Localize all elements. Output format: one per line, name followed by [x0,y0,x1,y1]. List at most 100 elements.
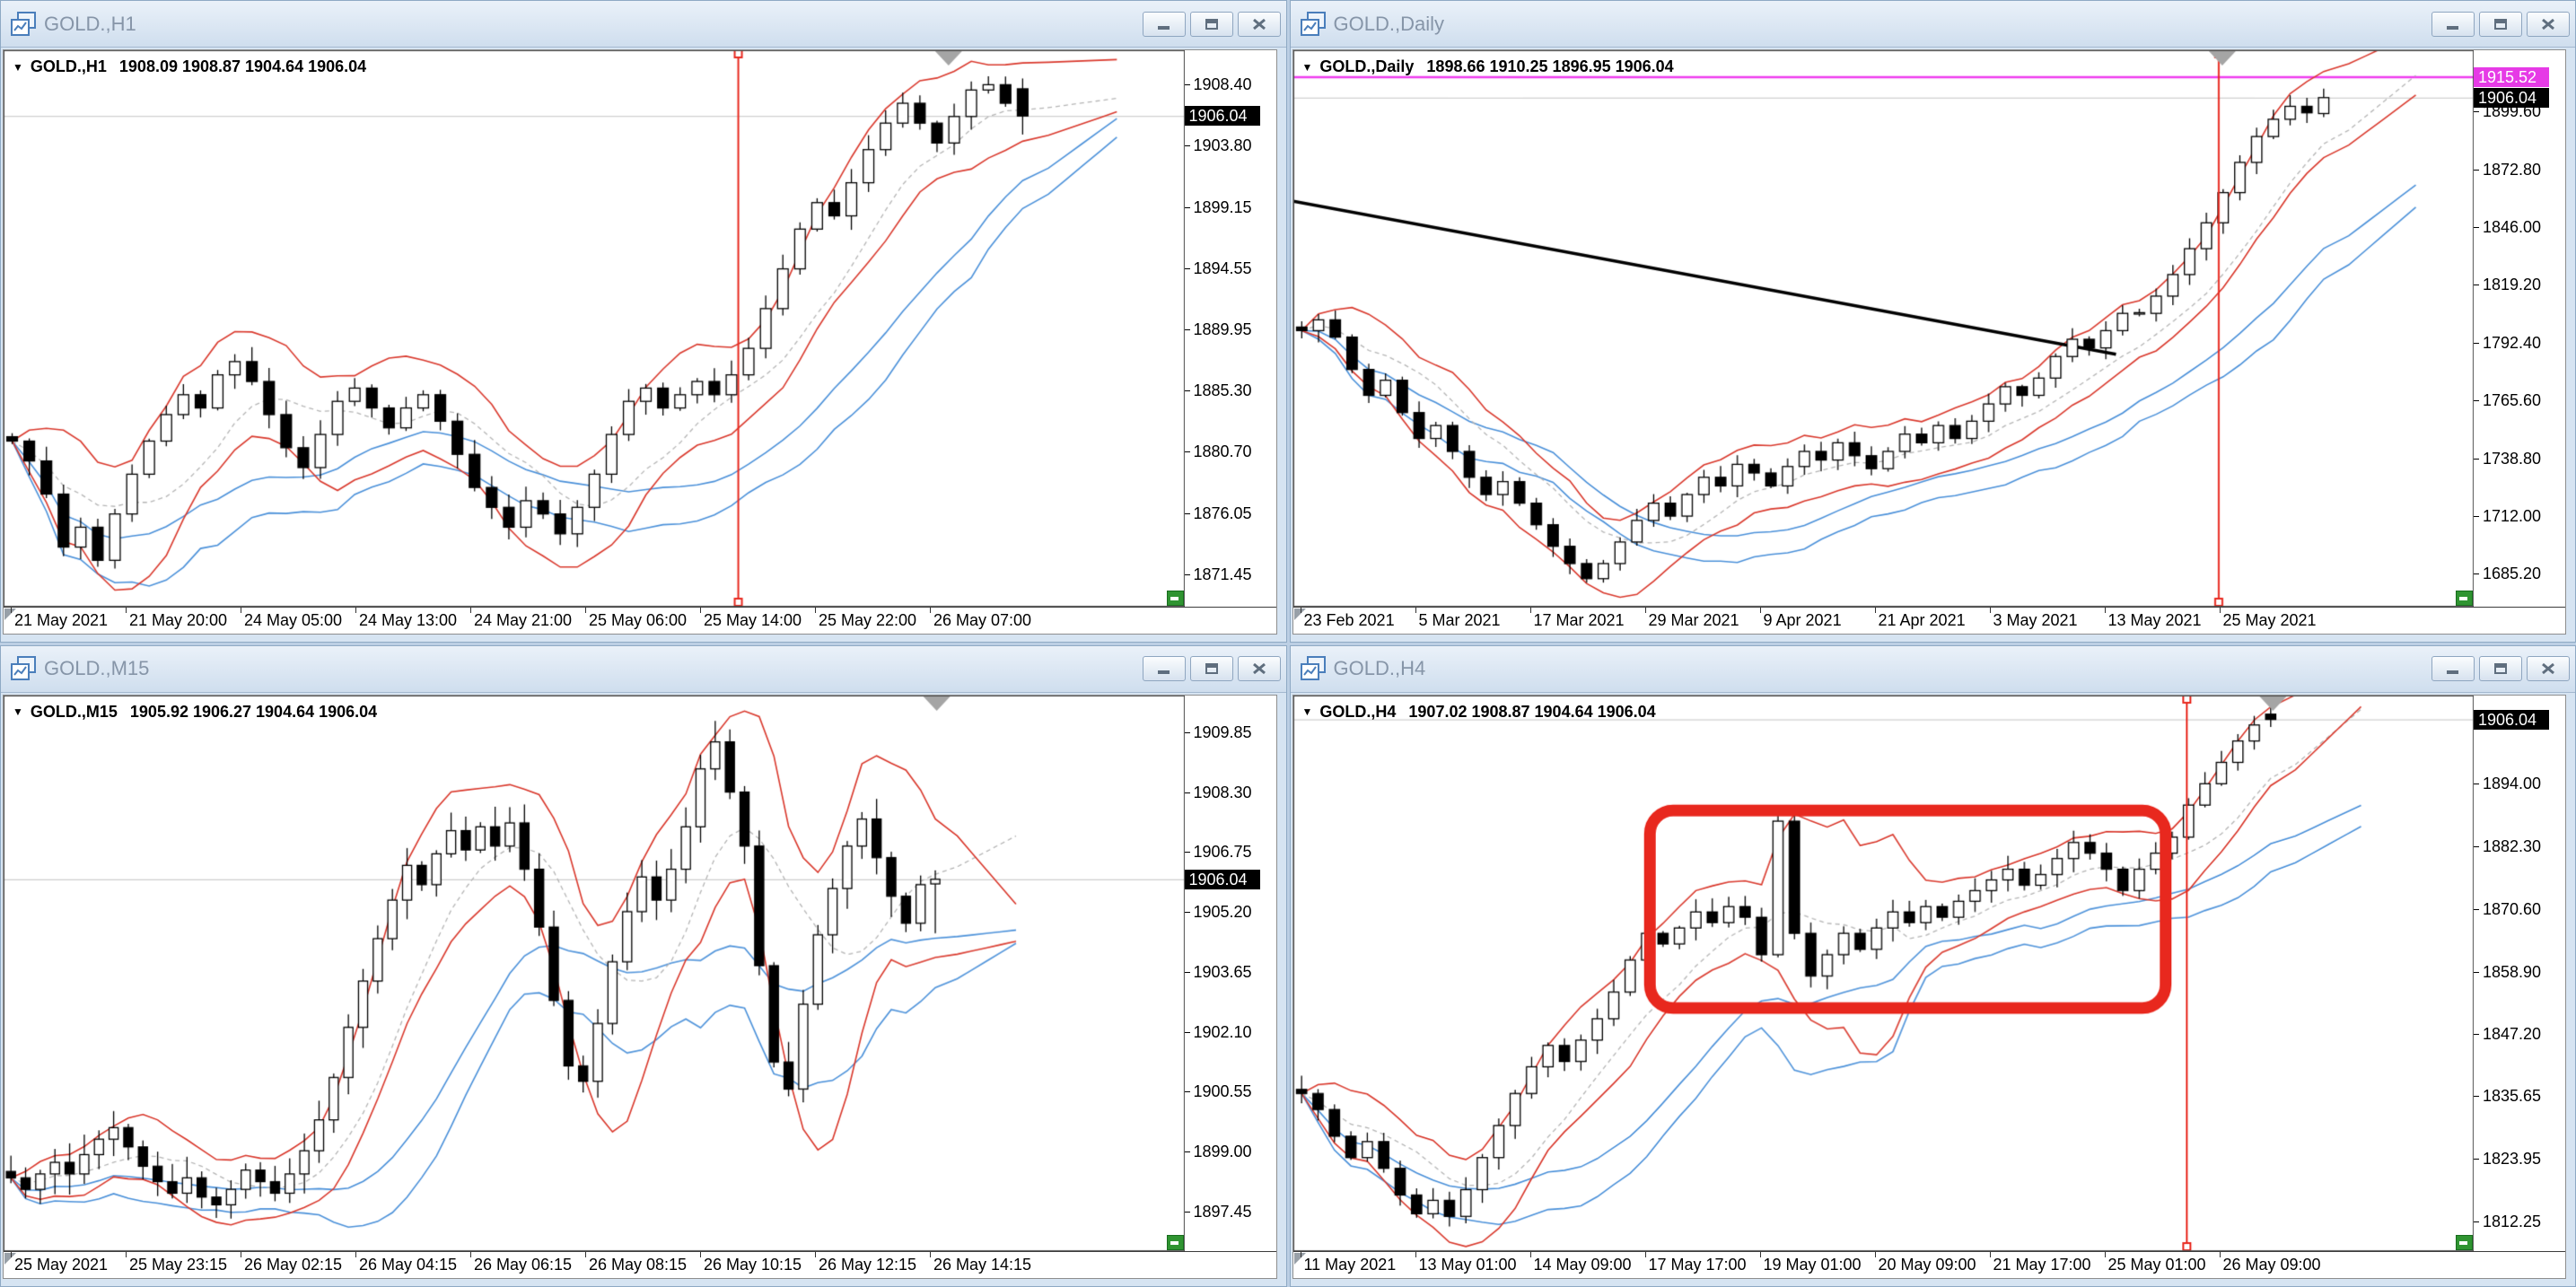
price-chart-canvas[interactable] [1292,695,2474,1251]
price-tick-mark [1184,971,1190,973]
price-tick-mark [1184,1151,1190,1152]
price-tick-mark [1184,1090,1190,1092]
time-tick-mark [11,1252,12,1257]
price-tick-label: 1906.75 [1193,842,1252,861]
minimize-button[interactable] [2431,11,2475,37]
price-chart-canvas[interactable] [4,695,1185,1251]
window-title: GOLD.,Daily [1333,12,1444,35]
price-tick-mark [2474,1221,2479,1222]
price-tick-label: 1905.20 [1193,902,1252,921]
price-tick-label: 1712.00 [2483,507,2542,525]
scrollbar-thumb-icon[interactable] [4,1253,16,1265]
time-tick-label: 9 Apr 2021 [1763,610,1842,629]
time-tick-label: 26 May 06:15 [474,1256,573,1274]
time-tick-mark [126,607,127,613]
chart-plot-area: ▼ GOLD.,H4 1907.02 1908.87 1904.64 1906.… [1292,695,2565,1251]
restore-button[interactable] [1189,656,1233,681]
scroll-to-end-indicator [1166,1235,1184,1250]
time-tick-mark [1415,607,1416,613]
time-tick-mark [815,1252,816,1257]
price-axis[interactable]: 1908.40 1903.80 1899.15 1894.55 1889.95 1885.… [1184,50,1276,607]
scroll-to-end-indicator [1166,590,1184,606]
window-client-area: ▼ GOLD.,H1 1908.09 1908.87 1904.64 1906.… [1,48,1286,642]
window-client-area: ▼ GOLD.,H4 1907.02 1908.87 1904.64 1906.… [1290,692,2575,1286]
price-tick-mark [2474,459,2479,460]
time-tick-mark [1644,607,1646,613]
price-axis[interactable]: 1899.60 1872.80 1846.00 1819.20 1792.40 1765.… [2474,50,2565,607]
price-tick-mark [2474,516,2479,517]
scrollbar-thumb-icon[interactable] [1293,1253,1306,1265]
time-tick-label: 25 May 06:00 [589,610,688,629]
time-tick-label: 25 May 2021 [14,1256,109,1274]
minimize-button[interactable] [1142,656,1186,681]
time-tick-label: 5 Mar 2021 [1418,610,1501,629]
window-titlebar[interactable]: GOLD.,H1 [1,1,1286,48]
price-tick-mark [2474,1095,2479,1097]
time-tick-label: 25 May 2021 [2222,610,2317,629]
price-axis[interactable]: 1894.00 1882.30 1870.60 1858.90 1847.20 1835.… [2474,695,2565,1251]
time-tick-mark [1529,607,1531,613]
minimize-button[interactable] [2431,656,2475,681]
price-tick-label: 1908.30 [1193,783,1252,801]
window-titlebar[interactable]: GOLD.,H4 [1290,645,2575,693]
time-tick-mark [2219,1252,2221,1257]
hline-price-badge: 1915.52 [2474,67,2549,87]
time-tick-mark [2219,607,2221,613]
price-tick-mark [2474,227,2479,228]
time-tick-mark [470,1252,471,1257]
time-tick-mark [1759,607,1761,613]
price-tick-label: 1765.60 [2483,391,2542,409]
time-tick-label: 25 May 23:15 [129,1256,228,1274]
price-tick-mark [2474,908,2479,910]
scroll-to-end-indicator [2456,590,2473,606]
price-tick-mark [2474,845,2479,847]
time-tick-mark [355,607,356,613]
minimize-button[interactable] [1142,11,1186,37]
restore-button[interactable] [1189,11,1233,37]
scrollbar-thumb-icon[interactable] [1293,608,1306,620]
time-axis[interactable]: 21 May 2021 21 May 20:00 24 May 05:00 24 Ma… [4,606,1276,634]
price-tick-mark [1184,84,1190,85]
time-tick-label: 29 Mar 2021 [1648,610,1739,629]
price-tick-label: 1900.55 [1193,1081,1252,1100]
scrollbar-thumb-icon[interactable] [4,608,16,620]
chart-window-h1: GOLD.,H1 ▼ GOLD.,H1 1908.09 1908.87 1904… [0,0,1287,643]
close-button[interactable] [1237,11,1281,37]
price-tick-label: 1897.45 [1193,1202,1252,1221]
current-price-badge: 1906.04 [2474,709,2549,730]
price-tick-mark [1184,145,1190,146]
time-tick-label: 24 May 13:00 [359,610,458,629]
chart-window-m15: GOLD.,M15 ▼ GOLD.,M15 1905.92 1906.27 19… [0,644,1287,1287]
time-tick-label: 21 May 17:00 [1993,1256,2091,1274]
time-tick-label: 24 May 05:00 [244,610,343,629]
price-tick-label: 1872.80 [2483,161,2542,179]
price-chart-canvas[interactable] [4,50,1185,607]
price-axis[interactable]: 1909.85 1908.30 1906.75 1905.20 1903.65 1902.… [1184,695,1276,1251]
price-tick-label: 1889.95 [1193,320,1252,338]
window-titlebar[interactable]: GOLD.,M15 [1,645,1286,693]
time-tick-label: 17 May 17:00 [1648,1256,1747,1274]
time-tick-label: 20 May 09:00 [1878,1256,1976,1274]
chart-plot-area: ▼ GOLD.,H1 1908.09 1908.87 1904.64 1906.… [4,50,1276,607]
window-titlebar[interactable]: GOLD.,Daily [1290,1,2575,48]
time-tick-mark [815,607,816,613]
time-tick-mark [1989,607,1991,613]
time-tick-mark [700,1252,701,1257]
price-tick-mark [1184,207,1190,208]
chart-area: ▼ GOLD.,H1 1908.09 1908.87 1904.64 1906.… [3,49,1277,635]
close-button[interactable] [1237,656,1281,681]
restore-button[interactable] [2479,656,2522,681]
time-tick-label: 25 May 01:00 [2107,1256,2206,1274]
time-axis[interactable]: 11 May 2021 13 May 01:00 14 May 09:00 17 Ma… [1292,1251,2565,1278]
price-chart-canvas[interactable] [1292,50,2474,607]
window-title: GOLD.,H1 [44,12,136,35]
scroll-to-end-dash [2459,1241,2467,1245]
close-button[interactable] [2527,11,2570,37]
restore-button[interactable] [2479,11,2522,37]
close-button[interactable] [2527,656,2570,681]
price-tick-label: 1902.10 [1193,1022,1252,1041]
time-axis[interactable]: 25 May 2021 25 May 23:15 26 May 02:15 26 Ma… [4,1251,1276,1278]
chart-window-icon [1300,655,1327,682]
chart-window-icon [10,655,37,682]
time-axis[interactable]: 23 Feb 2021 5 Mar 2021 17 Mar 2021 29 Mar 2… [1292,606,2565,634]
